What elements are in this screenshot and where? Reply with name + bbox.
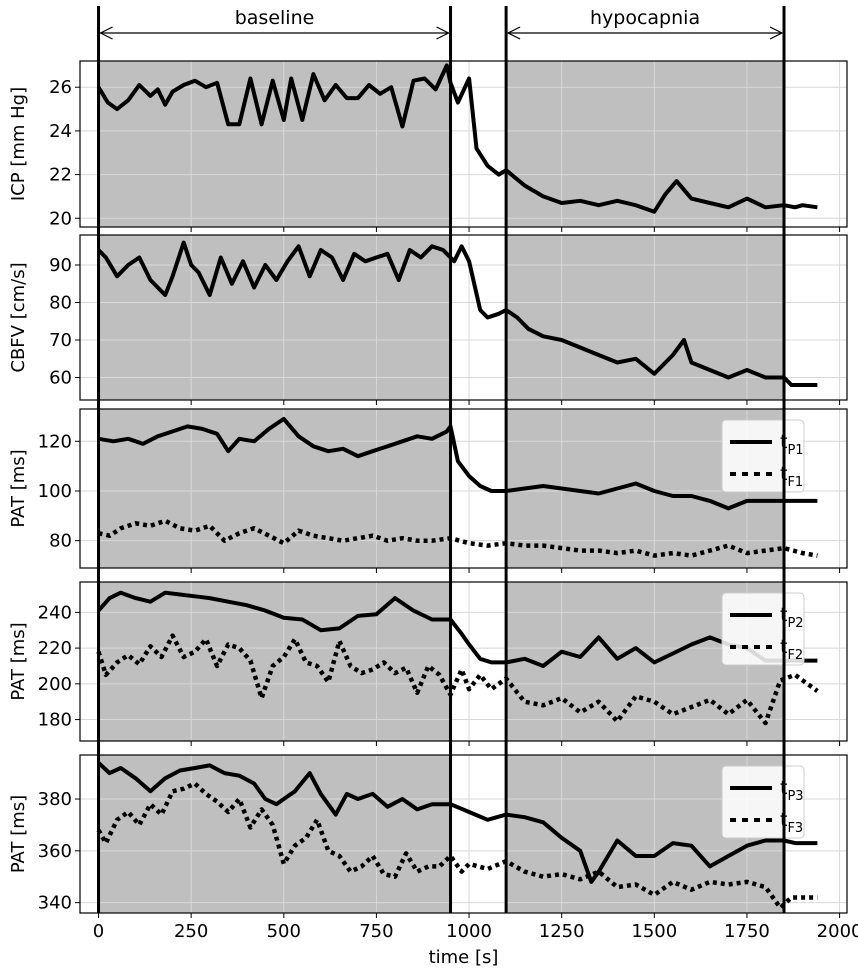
y-tick-label: 340 xyxy=(38,893,72,914)
legend: tP3tF3 xyxy=(721,765,805,839)
y-tick-label: 90 xyxy=(49,255,72,276)
y-tick-label: 240 xyxy=(38,602,72,623)
x-tick-label: 250 xyxy=(174,921,208,942)
y-tick-label: 22 xyxy=(49,165,72,186)
series-line-undefined xyxy=(97,240,818,387)
y-tick-label: 380 xyxy=(38,789,72,810)
phase-shading-1 xyxy=(98,409,451,568)
legend: tP2tF2 xyxy=(721,592,805,666)
phase-arrow-hypocapnia xyxy=(506,26,784,40)
y-tick-label: 70 xyxy=(49,330,72,351)
axes-frame xyxy=(79,581,848,742)
panel-4: 180 200 220 240 PAT [ms] tP2tF2 xyxy=(8,581,848,746)
y-tick-label: 220 xyxy=(38,638,72,659)
series-line-F1 xyxy=(98,518,818,558)
y-tick-label: 24 xyxy=(49,121,72,142)
legend: tP1tF1 xyxy=(721,419,805,493)
axes-frame xyxy=(79,408,848,569)
y-tick-label: 20 xyxy=(49,208,72,229)
axes-frame xyxy=(79,754,848,914)
y-tick-label: 360 xyxy=(38,841,72,862)
phase-shading-1 xyxy=(98,755,451,913)
phase-shading-2 xyxy=(506,235,785,400)
x-tick-label: 1500 xyxy=(631,921,677,942)
y-tick-label: 80 xyxy=(49,531,72,552)
x-tick-label: 1750 xyxy=(724,921,770,942)
y-axis-label: PAT [ms] xyxy=(8,622,29,700)
y-tick-label: 100 xyxy=(38,481,72,502)
series-line-F2 xyxy=(96,633,819,726)
panel-2: 60 70 80 90 CBFV [cm/s] xyxy=(8,234,848,405)
phase-shading-1 xyxy=(98,235,451,400)
panel-1: 20 22 24 26 ICP [mm Hg] xyxy=(8,60,848,232)
phase-shading-1 xyxy=(98,582,451,741)
series-line-P1 xyxy=(98,416,818,511)
phase-label-baseline: baseline xyxy=(235,7,315,29)
y-tick-label: 60 xyxy=(49,368,72,389)
y-tick-label: 180 xyxy=(38,710,72,731)
x-tick-label: 1250 xyxy=(539,921,585,942)
x-axis-label: time [s] xyxy=(429,947,499,968)
y-tick-label: 26 xyxy=(49,77,72,98)
series-line-undefined xyxy=(96,63,818,214)
series-line-P2 xyxy=(97,590,818,668)
axes-frame xyxy=(79,234,848,401)
y-axis-label: CBFV [cm/s] xyxy=(8,262,29,372)
axes-frame xyxy=(79,60,848,228)
series-line-F3 xyxy=(96,781,818,911)
series-line-P3 xyxy=(97,761,818,884)
x-tick-label: 2000 xyxy=(817,921,858,942)
panel-3: 80 100 120 PAT [ms] tP1tF1 xyxy=(8,408,848,573)
panel-5: 340 360 380 PAT [ms] tP3tF3 0 250 500 750 1000 125… xyxy=(8,754,858,968)
y-axis-label: ICP [mm Hg] xyxy=(8,87,29,201)
x-tick-label: 500 xyxy=(267,921,301,942)
y-axis-label: PAT [ms] xyxy=(8,449,29,527)
y-tick-label: 120 xyxy=(38,431,72,452)
y-axis-label: PAT [ms] xyxy=(8,795,29,873)
x-tick-label: 750 xyxy=(359,921,393,942)
y-tick-label: 80 xyxy=(49,293,72,314)
phase-arrow-baseline xyxy=(99,26,450,40)
x-tick-label: 1000 xyxy=(446,921,492,942)
x-tick-label: 0 xyxy=(93,921,104,942)
y-tick-label: 200 xyxy=(38,674,72,695)
phase-label-hypocapnia: hypocapnia xyxy=(590,7,700,29)
